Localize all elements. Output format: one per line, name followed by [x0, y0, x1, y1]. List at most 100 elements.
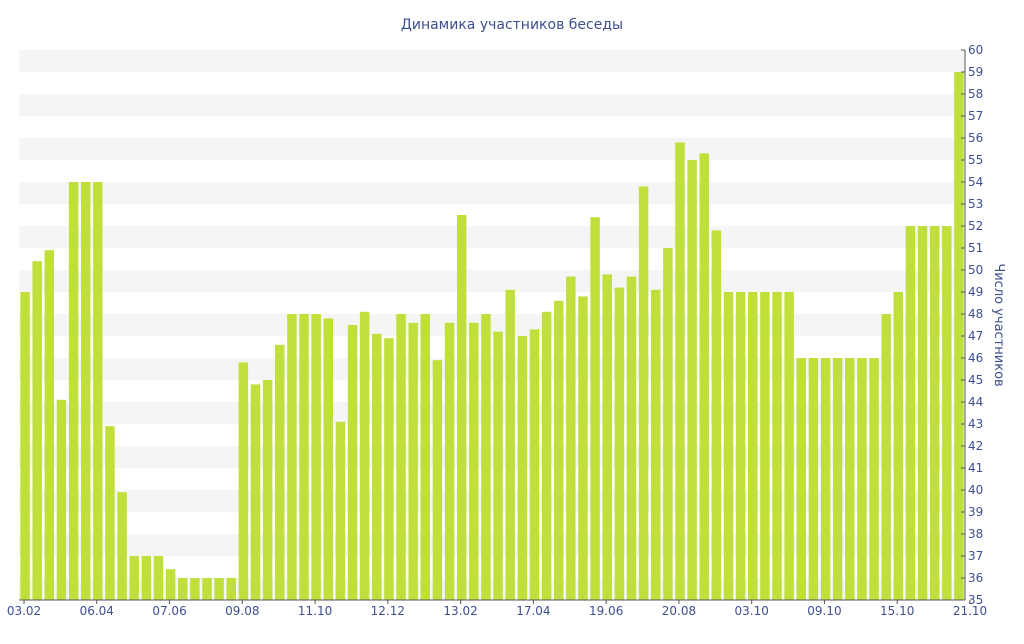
- bar: [93, 182, 103, 600]
- bar: [626, 276, 637, 600]
- bar: [505, 289, 515, 600]
- x-tick-label: 07.06: [152, 604, 186, 618]
- y-tick-label: 54: [968, 175, 983, 189]
- bar-series: [20, 72, 964, 600]
- x-tick-label: 20.08: [662, 604, 696, 618]
- y-tick-label: 59: [968, 65, 983, 79]
- y-tick-label: 36: [968, 571, 983, 585]
- bar: [857, 358, 867, 600]
- bar: [80, 182, 91, 600]
- bar: [202, 578, 212, 600]
- bar: [663, 248, 673, 600]
- x-tick-label: 21.10: [953, 604, 987, 618]
- x-tick-label: 09.10: [807, 604, 841, 618]
- grid-band: [19, 50, 965, 72]
- bar: [820, 358, 831, 600]
- x-tick-label: 19.06: [589, 604, 623, 618]
- y-tick-label: 40: [968, 483, 983, 497]
- bar: [165, 569, 176, 600]
- bar: [699, 153, 709, 600]
- bar: [529, 329, 540, 600]
- chart-title: Динамика участников беседы: [401, 17, 623, 33]
- grid-band: [19, 270, 965, 292]
- y-tick-label: 58: [968, 87, 983, 101]
- bar: [68, 182, 79, 600]
- bar: [541, 311, 552, 600]
- bar: [553, 300, 564, 600]
- bar: [226, 578, 236, 600]
- bar: [153, 556, 164, 600]
- bar: [917, 226, 928, 600]
- grid-band: [19, 182, 965, 204]
- bar: [190, 578, 200, 600]
- y-tick-label: 47: [968, 329, 983, 343]
- bar: [250, 384, 261, 600]
- grid-bands: [19, 50, 965, 600]
- y-tick-label: 38: [968, 527, 983, 541]
- y-tick-label: 44: [968, 395, 983, 409]
- y-tick-label: 37: [968, 549, 983, 563]
- y-axis: 35 36 37 38 39 40 41 42 43 44 45 46 47 48 49 50 51 52 53 54…: [961, 43, 983, 607]
- grid-band: [19, 314, 965, 336]
- bar: [456, 215, 467, 600]
- bar: [869, 358, 879, 600]
- bar: [44, 250, 55, 600]
- y-tick-label: 50: [968, 263, 983, 277]
- y-tick-label: 51: [968, 241, 983, 255]
- bar: [760, 292, 770, 600]
- x-tick-label: 15.10: [880, 604, 914, 618]
- bar: [129, 556, 139, 600]
- bar: [262, 380, 273, 600]
- bar: [384, 338, 394, 600]
- bar: [396, 314, 406, 600]
- bar: [942, 226, 952, 600]
- y-tick-label: 52: [968, 219, 983, 233]
- bar: [893, 292, 904, 600]
- x-tick-label: 11.10: [298, 604, 332, 618]
- x-tick-label: 12.12: [371, 604, 405, 618]
- bar: [20, 292, 30, 600]
- y-tick-label: 43: [968, 417, 983, 431]
- y-tick-label: 53: [968, 197, 983, 211]
- bar: [359, 311, 370, 600]
- y-tick-label: 42: [968, 439, 983, 453]
- bar: [723, 292, 734, 600]
- bar: [444, 322, 455, 600]
- bar: [638, 186, 649, 600]
- bar: [408, 322, 418, 600]
- bar: [590, 217, 600, 600]
- y-axis-label: Число участников: [991, 263, 1006, 386]
- bar: [517, 336, 528, 600]
- bar: [275, 344, 285, 600]
- bar: [578, 296, 588, 600]
- y-tick-label: 48: [968, 307, 983, 321]
- bar: [372, 333, 382, 600]
- grid-band: [19, 94, 965, 116]
- y-tick-label: 57: [968, 109, 983, 123]
- x-tick-label: 03.10: [735, 604, 769, 618]
- bar: [929, 226, 940, 600]
- bar: [481, 314, 491, 600]
- y-tick-label: 56: [968, 131, 983, 145]
- bar: [238, 362, 249, 600]
- bar: [614, 287, 625, 600]
- bar: [214, 578, 224, 600]
- bar: [748, 292, 758, 600]
- bar: [845, 358, 855, 600]
- bar: [105, 426, 115, 600]
- bar: [493, 331, 503, 600]
- y-tick-label: 49: [968, 285, 983, 299]
- bar: [772, 292, 782, 600]
- x-tick-label: 06.04: [80, 604, 114, 618]
- bar: [432, 360, 443, 600]
- x-tick-label: 17.04: [516, 604, 550, 618]
- y-tick-label: 39: [968, 505, 983, 519]
- bar: [420, 314, 431, 600]
- bar: [311, 314, 321, 600]
- bar: [602, 274, 612, 600]
- bar: [905, 226, 916, 600]
- bar: [881, 314, 891, 600]
- bar: [117, 492, 127, 600]
